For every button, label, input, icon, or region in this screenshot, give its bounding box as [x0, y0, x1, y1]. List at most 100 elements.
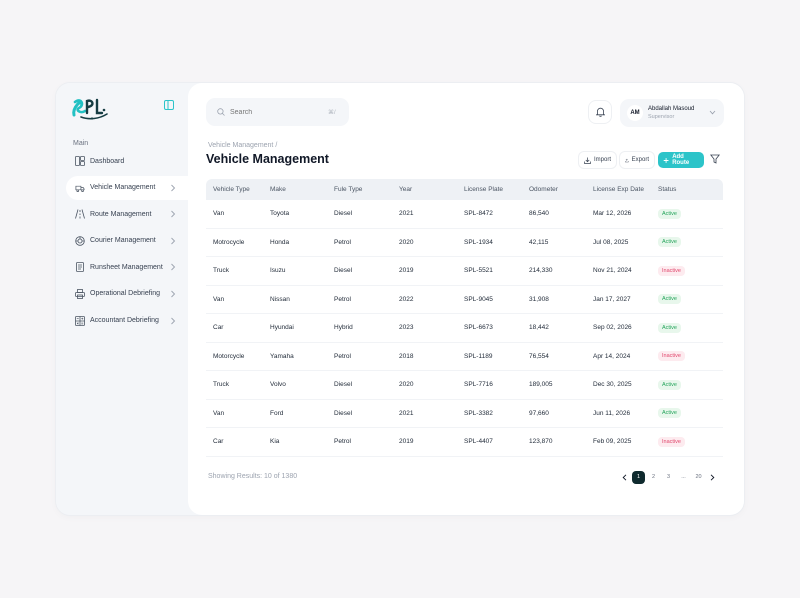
table-cell: Petrol: [334, 238, 351, 246]
table-cell: 2021: [399, 409, 414, 417]
table-row[interactable]: Car Kia Petrol 2019 SPL-4407 123,870 Feb 09, 2…: [206, 428, 723, 457]
table-cell: SPL-6673: [464, 324, 493, 332]
chevron-right-icon: [710, 473, 715, 481]
prev-page-button[interactable]: [619, 471, 630, 484]
table-cell: 2019: [399, 438, 414, 446]
courier-icon: [75, 236, 85, 246]
sidebar-item-label: Route Management: [90, 210, 152, 218]
column-header[interactable]: Fule Type: [334, 186, 363, 193]
page-button[interactable]: 20: [695, 474, 702, 480]
status-badge: Inactive: [658, 351, 685, 362]
table-cell: Active: [658, 294, 723, 305]
table-cell: Apr 14, 2024: [593, 352, 631, 360]
table-cell: SPL-7716: [464, 381, 493, 389]
page-button[interactable]: 2: [651, 474, 656, 480]
spl-logo[interactable]: [71, 95, 111, 121]
sidebar-item-operational-debriefing[interactable]: Operational Debriefing: [66, 282, 188, 306]
column-header[interactable]: Vehicle Type: [213, 186, 250, 193]
status-badge: Active: [658, 408, 681, 419]
sidebar-item-courier-management[interactable]: Courier Management: [66, 229, 188, 253]
next-page-button[interactable]: [707, 471, 718, 484]
table-cell: Toyota: [270, 210, 290, 218]
sidebar-collapse-icon[interactable]: [164, 100, 174, 110]
chevron-right-icon: [171, 290, 176, 298]
sidebar-item-label: Vehicle Management: [90, 184, 156, 192]
table-cell: Petrol: [334, 352, 351, 360]
table-cell: 214,330: [529, 267, 553, 275]
table-cell: SPL-4407: [464, 438, 493, 446]
table-cell: SPL-3382: [464, 409, 493, 417]
column-header[interactable]: License Exp Date: [593, 186, 644, 193]
sidebar-item-vehicle-management[interactable]: Vehicle Management: [66, 175, 188, 200]
sidebar-item-label: Accountant Debriefing: [90, 317, 159, 325]
table-row[interactable]: Van Nissan Petrol 2022 SPL-9045 31,908 Jan 17,…: [206, 286, 723, 314]
table-cell: Hybrid: [334, 324, 353, 332]
table-cell: Mar 12, 2026: [593, 210, 632, 218]
table-row[interactable]: Truck Volvo Diesel 2020 SPL-7716 189,005 Dec 3…: [206, 371, 723, 400]
table-cell: 123,870: [529, 438, 553, 446]
export-button[interactable]: Export: [620, 152, 654, 168]
table-cell: 31,908: [529, 295, 549, 303]
column-header[interactable]: License Plate: [464, 186, 504, 193]
search-icon: [217, 108, 225, 116]
results-count: Showing Results: 10 of 1380: [208, 473, 298, 480]
table-cell: 2020: [399, 238, 414, 246]
filter-icon[interactable]: [710, 154, 720, 164]
column-header[interactable]: Year: [399, 186, 413, 193]
table-cell: Inactive: [658, 351, 723, 362]
plus-icon: [663, 157, 669, 163]
sidebar-item-accountant-debriefing[interactable]: Accountant Debriefing: [66, 309, 188, 333]
table-cell: Motorcycle: [213, 352, 245, 360]
status-badge: Inactive: [658, 265, 685, 276]
status-badge: Active: [658, 322, 681, 333]
chevron-left-icon: [622, 473, 627, 481]
table-cell: Active: [658, 379, 723, 390]
table-row[interactable]: Car Hyundai Hybrid 2023 SPL-6673 18,442 Sep 02…: [206, 314, 723, 343]
table-cell: 97,660: [529, 409, 549, 417]
status-badge: Active: [658, 294, 681, 305]
notifications-button[interactable]: [589, 101, 611, 123]
table-cell: 2022: [399, 295, 414, 303]
add-route-button[interactable]: Add Route: [658, 152, 704, 168]
sidebar-item-runsheet-management[interactable]: Runsheet Management: [66, 255, 188, 279]
table-row[interactable]: Van Ford Diesel 2021 SPL-3382 97,660 Jun 11, 2…: [206, 400, 723, 428]
import-label: Import: [593, 157, 611, 163]
table-cell: SPL-1189: [464, 352, 493, 360]
status-badge: Active: [658, 379, 681, 390]
sidebar-item-label: Runsheet Management: [90, 263, 163, 271]
table-cell: 2018: [399, 352, 414, 360]
search-input[interactable]: [230, 108, 326, 116]
search-bar[interactable]: ⌘/: [206, 98, 349, 126]
table-cell: Active: [658, 237, 723, 248]
table-cell: Kia: [270, 438, 280, 446]
column-header[interactable]: Odometer: [529, 186, 558, 193]
column-header[interactable]: Make: [270, 186, 286, 193]
bell-icon: [595, 107, 605, 117]
table-cell: Jul 08, 2025: [593, 238, 629, 246]
table-cell: Car: [213, 438, 224, 446]
table-cell: Petrol: [334, 295, 351, 303]
table-row[interactable]: Van Toyota Diesel 2021 SPL-8472 86,540 Mar 12,…: [206, 200, 723, 229]
table-header: Vehicle Type Make Fule Type Year License…: [206, 179, 723, 200]
page-button[interactable]: 1: [632, 470, 645, 484]
sidebar-item-route-management[interactable]: Route Management: [66, 202, 188, 226]
breadcrumb[interactable]: Vehicle Management /: [208, 142, 278, 149]
grid-icon: [75, 156, 85, 166]
table-row[interactable]: Motrocycle Honda Petrol 2020 SPL-1934 42,115 J…: [206, 229, 723, 257]
table-cell: Car: [213, 324, 224, 332]
user-menu[interactable]: AM Abdallah Masoud Supervisor: [620, 99, 724, 127]
table-cell: SPL-8472: [464, 210, 493, 218]
user-name: Abdallah Masoud: [648, 106, 695, 112]
import-button[interactable]: Import: [579, 152, 616, 168]
page-button[interactable]: 3: [666, 474, 671, 480]
table-cell: Jan 17, 2027: [593, 295, 631, 303]
table-row[interactable]: Motorcycle Yamaha Petrol 2018 SPL-1189 76,554…: [206, 343, 723, 371]
table-row[interactable]: Truck Isuzu Diesel 2019 SPL-5521 214,330 Nov 2…: [206, 257, 723, 286]
sidebar-item-dashboard[interactable]: Dashboard: [66, 149, 188, 173]
chevron-right-icon: [171, 184, 176, 191]
sidebar-item-label: Courier Management: [90, 237, 156, 245]
road-icon: [75, 209, 85, 219]
table-cell: Diesel: [334, 409, 353, 417]
column-header[interactable]: Status: [658, 186, 677, 193]
table-cell: 2020: [399, 381, 414, 389]
